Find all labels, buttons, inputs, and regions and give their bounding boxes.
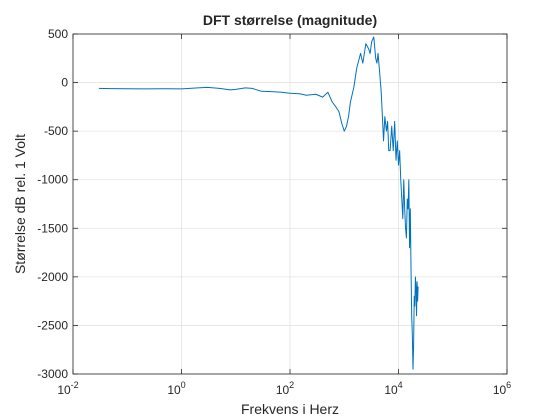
y-axis-title: Størrelse dB rel. 1 Volt	[12, 134, 28, 274]
y-tick-label: -3000	[37, 367, 68, 381]
y-tick-label: 0	[61, 76, 68, 90]
x-tick-label: 102	[276, 380, 294, 397]
series-layer	[98, 36, 419, 370]
x-tick-label: 10-2	[57, 380, 78, 397]
y-tick-label: -500	[44, 124, 68, 138]
chart-title: DFT størrelse (magnitude)	[203, 12, 377, 28]
x-tick-label: 100	[167, 380, 185, 397]
y-tick-label: -1000	[37, 173, 68, 187]
series-line-1	[98, 36, 419, 370]
axis-ticks	[72, 33, 508, 375]
y-tick-label: -2500	[37, 318, 68, 332]
y-tick-labels: 500 0 -500 -1000 -1500 -2000 -2500 -3000	[37, 27, 68, 381]
x-axis-title: Frekvens i Herz	[241, 401, 339, 417]
y-tick-label: 500	[48, 27, 68, 41]
y-tick-label: -2000	[37, 270, 68, 284]
x-tick-label: 104	[384, 380, 402, 397]
x-tick-label: 106	[493, 380, 511, 397]
x-tick-labels: 10-2 100 102 104 106	[57, 380, 511, 397]
y-tick-label: -1500	[37, 221, 68, 235]
